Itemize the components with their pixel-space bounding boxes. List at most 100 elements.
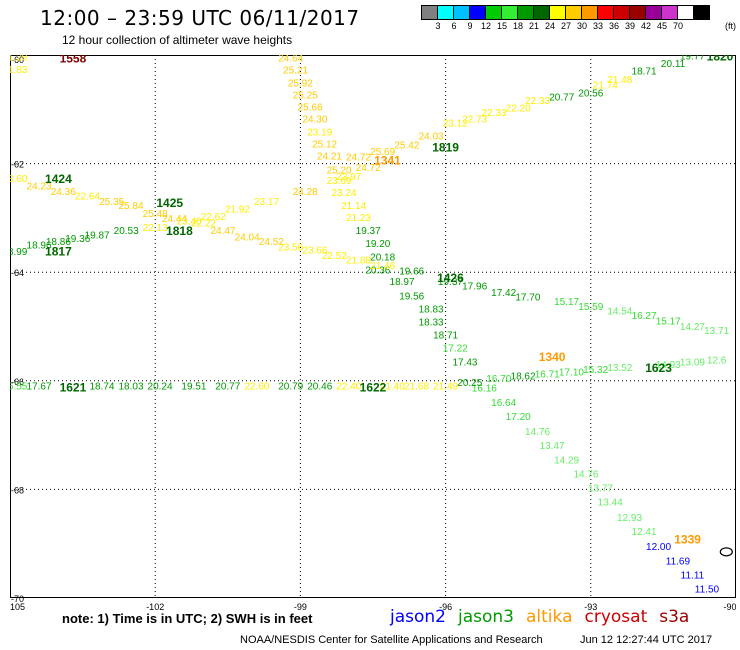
wave-height-reading: 11.50 <box>695 585 720 596</box>
legend-swatch <box>421 5 438 20</box>
map-title: 12:00 – 23:59 UTC 06/11/2017 <box>40 6 360 30</box>
wave-height-reading: 19.37 <box>438 277 463 288</box>
legend-label: 36 <box>608 21 620 31</box>
wave-height-reading: 24.36 <box>51 187 76 198</box>
legend-swatch <box>437 5 454 20</box>
wave-height-reading: 17.43 <box>452 358 477 369</box>
wave-height-reading: 18.71 <box>632 67 657 78</box>
wave-height-reading: 25.92 <box>288 78 313 89</box>
wave-height-reading: 17.67 <box>27 381 52 392</box>
legend-label: 15 <box>496 21 508 31</box>
satellite-legend: jason2 jason3 altika cryosat s3a <box>390 607 689 627</box>
wave-height-reading: 16.27 <box>632 311 657 322</box>
wave-height-reading: 19.87 <box>85 231 110 242</box>
wave-height-reading: 19.36 <box>65 234 90 245</box>
wave-height-reading: 22.64 <box>75 191 100 202</box>
wave-height-reading: 18.99 <box>10 247 28 258</box>
legend-label: 9 <box>467 21 473 31</box>
wave-height-reading: 22.60 <box>244 381 269 392</box>
legend-label: 42 <box>640 21 652 31</box>
wave-height-reading: 21.46 <box>370 261 395 272</box>
wave-height-reading: 22.33 <box>481 108 506 119</box>
track-time-label: 1818 <box>166 224 193 238</box>
lon-tick-label: -99 <box>294 602 307 612</box>
legend-label: 21 <box>528 21 540 31</box>
lat-tick-label: -64 <box>11 268 24 278</box>
wave-height-reading: 21.14 <box>341 201 366 212</box>
wave-height-reading: 15.32 <box>583 365 608 376</box>
wave-height-reading: 21.23 <box>346 213 371 224</box>
wave-height-reading: 14.93 <box>656 360 681 371</box>
satellite-jason3: jason3 <box>458 607 514 627</box>
legend-label: 30 <box>576 21 588 31</box>
wave-height-reading: 15.59 <box>578 302 603 313</box>
wave-height-reading: 25.48 <box>143 209 168 220</box>
wave-height-reading: 17.70 <box>515 292 540 303</box>
satellite-jason2: jason2 <box>390 607 446 627</box>
legend-swatch <box>501 5 518 20</box>
wave-height-reading: 22.40 <box>336 381 361 392</box>
wave-height-reading: 20.79 <box>278 381 303 392</box>
wave-height-reading: 18.62 <box>511 372 536 383</box>
wave-height-reading: 21.88 <box>346 256 371 267</box>
legend-unit: (ft) <box>725 21 736 31</box>
wave-height-reading: 19.56 <box>399 291 424 302</box>
wave-height-reading: 19.37 <box>356 226 381 237</box>
wave-height-reading: 16.71 <box>535 370 560 381</box>
wave-height-reading: 17.22 <box>443 343 468 354</box>
legend-label: 6 <box>451 21 457 31</box>
wave-height-reading: 24.72 <box>346 152 371 163</box>
wave-height-reading: 13.09 <box>680 358 705 369</box>
wave-height-reading: 13.52 <box>607 363 632 374</box>
wave-height-reading: 19.20 <box>365 239 390 250</box>
wave-height-reading: 24.72 <box>356 163 381 174</box>
track-time-label: 1817 <box>45 245 72 259</box>
wave-height-reading: 16.70 <box>486 374 511 385</box>
wave-height-reading: 19.51 <box>181 381 206 392</box>
lon-tick-label: -96 <box>439 602 452 612</box>
wave-height-reading: 22.62 <box>201 212 226 223</box>
wave-height-reading: 23.60 <box>10 174 28 185</box>
legend-label: 12 <box>480 21 492 31</box>
generation-timestamp: Jun 12 12:27:44 UTC 2017 <box>580 634 713 646</box>
track-time-label: 1340 <box>539 350 566 364</box>
legend-swatch <box>661 5 678 20</box>
credit-line: NOAA/NESDIS Center for Satellite Applica… <box>240 634 543 646</box>
wave-height-reading: 22.73 <box>462 114 487 125</box>
lat-tick-label: -68 <box>11 485 24 495</box>
wave-height-reading: 22.33 <box>525 96 550 107</box>
wave-height-reading: 21.68 <box>404 381 429 392</box>
wave-height-reading: 18.03 <box>118 381 143 392</box>
lat-tick-label: -66 <box>11 377 24 387</box>
track-time-label: 1622 <box>360 380 387 394</box>
wave-height-reading: 11.11 <box>681 570 705 581</box>
wave-height-reading: 22.13 <box>143 223 168 234</box>
axis-ticks: -105 -102 -99 -96 -93 -90 -60 -62 -64 -66 -68 -70 <box>10 55 736 612</box>
wave-height-reading: 18.96 <box>27 240 52 251</box>
satellite-cryosat: cryosat <box>584 607 648 627</box>
note-prefix: note: <box>62 611 94 626</box>
wave-height-reading: 23.17 <box>254 197 279 208</box>
wave-height-reading: 20.24 <box>148 381 173 392</box>
wave-height-reading: 25.42 <box>394 140 419 151</box>
legend-swatches <box>421 5 710 20</box>
wave-height-reading: 24.30 <box>302 114 327 125</box>
wave-height-reading: 23.56 <box>278 242 303 253</box>
wave-height-reading: 22.22 <box>191 219 216 230</box>
wave-height-reading: 18.86 <box>46 237 71 248</box>
legend-labels: 3 6 9 12 15 18 21 24 27 30 33 36 39 42 45 70 <box>421 21 709 35</box>
legend-swatch <box>629 5 646 20</box>
wave-height-reading: 25.12 <box>312 139 337 150</box>
wave-height-reading: 22.52 <box>322 251 347 262</box>
legend-swatch <box>453 5 470 20</box>
wave-height-reading: 17.10 <box>559 367 584 378</box>
wave-height-reading: 17.42 <box>491 288 516 299</box>
wave-height-reading: 21.40 <box>380 381 405 392</box>
wave-height-reading: 14.76 <box>525 427 550 438</box>
legend-swatch <box>565 5 582 20</box>
lat-tick-label: -60 <box>11 55 24 65</box>
lon-tick-label: -102 <box>146 602 164 612</box>
wave-height-reading: 25.25 <box>293 90 318 101</box>
legend-swatch <box>469 5 486 20</box>
wave-height-reading: 12.41 <box>632 527 657 538</box>
